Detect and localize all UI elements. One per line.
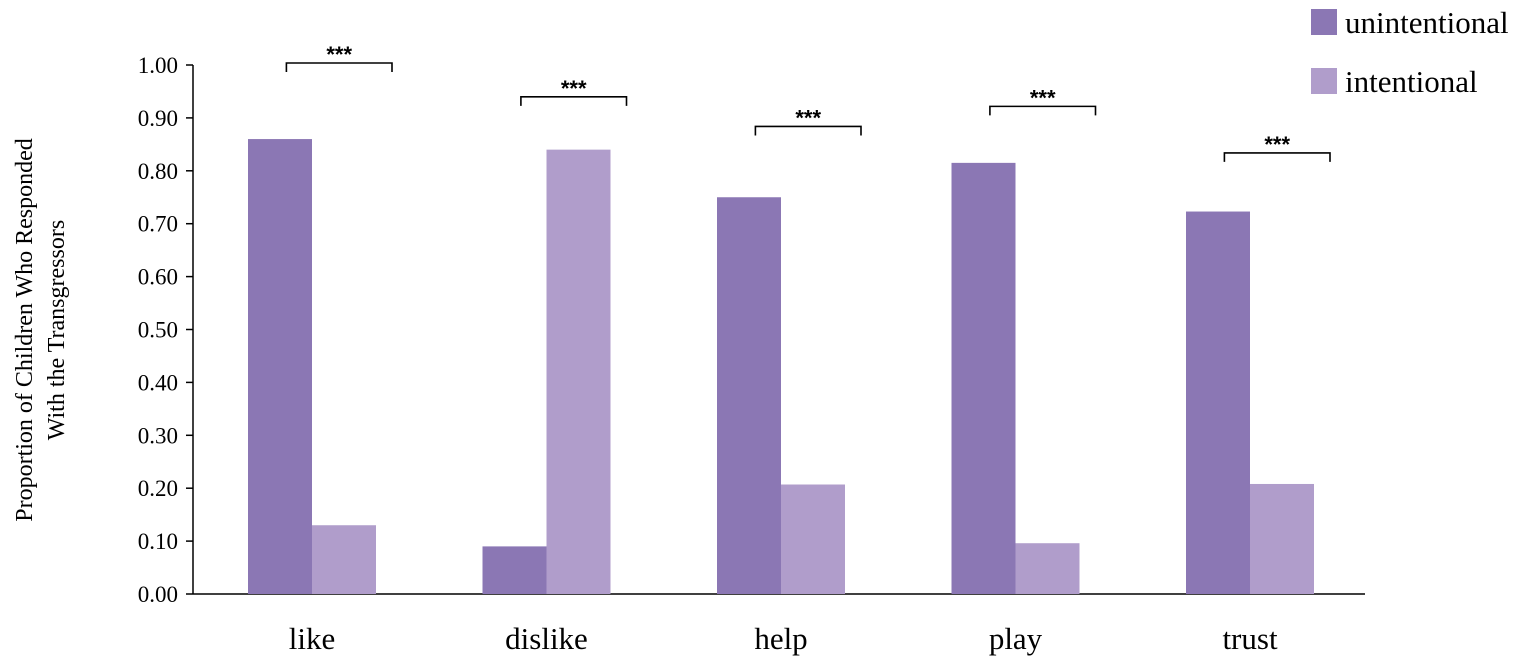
significance-bracket-like	[285, 62, 393, 72]
y-tick-label: 1.00	[138, 53, 178, 78]
y-tick-label: 0.60	[138, 265, 178, 290]
bar-like-intentional	[312, 525, 376, 594]
x-tick-label-like: like	[289, 621, 336, 656]
bar-trust-intentional	[1250, 483, 1314, 594]
bar-trust-unintentional	[1186, 211, 1250, 594]
legend-label-unintentional: unintentional	[1345, 5, 1509, 40]
bars	[248, 139, 1314, 595]
x-axis: like dislike help play trust	[193, 593, 1365, 656]
y-tick-label: 0.30	[138, 423, 178, 448]
y-axis: 0.00 0.10 0.20 0.30 0.40 0.50 0.60 0.70 0.80 0.90…	[138, 53, 194, 607]
y-tick-label: 0.10	[138, 529, 178, 554]
significance-brackets: *** *** *** *** ***	[285, 42, 1331, 162]
y-axis-title-line-1: Proportion of Children Who Responded	[12, 138, 38, 522]
significance-label-help: ***	[795, 105, 821, 130]
bar-dislike-unintentional	[482, 546, 547, 594]
x-tick-label-play: play	[989, 621, 1043, 656]
bar-help-unintentional	[717, 197, 781, 594]
significance-label-dislike: ***	[561, 76, 587, 101]
significance-bracket-play	[989, 105, 1097, 116]
legend-label-intentional: intentional	[1345, 64, 1478, 99]
y-tick-label: 0.70	[138, 212, 178, 237]
legend: unintentional intentional	[1311, 5, 1509, 99]
y-tick-label: 0.40	[138, 370, 178, 395]
y-tick-label: 0.20	[138, 476, 178, 501]
y-axis-title: Proportion of Children Who Responded With…	[12, 138, 70, 522]
legend-swatch-unintentional	[1311, 9, 1337, 35]
y-tick-label: 0.00	[138, 582, 178, 607]
bar-dislike-intentional	[546, 149, 611, 594]
significance-bracket-dislike	[520, 96, 628, 106]
significance-bracket-trust	[1223, 152, 1331, 162]
y-tick-label: 0.50	[138, 318, 178, 343]
significance-label-trust: ***	[1264, 132, 1290, 157]
y-axis-title-line-2: With the Transgressors	[44, 220, 70, 440]
x-tick-label-trust: trust	[1222, 621, 1278, 656]
y-tick-label: 0.80	[138, 159, 178, 184]
bar-like-unintentional	[248, 139, 312, 594]
x-tick-label-help: help	[754, 621, 807, 656]
bar-play-unintentional	[951, 162, 1016, 595]
significance-label-play: ***	[1030, 85, 1056, 110]
bar-help-intentional	[781, 484, 845, 594]
significance-bracket-help	[754, 125, 862, 136]
legend-swatch-intentional	[1311, 68, 1337, 94]
x-tick-label-dislike: dislike	[505, 621, 588, 656]
bar-play-intentional	[1015, 543, 1080, 594]
significance-label-like: ***	[326, 42, 352, 67]
y-tick-label: 0.90	[138, 106, 178, 131]
